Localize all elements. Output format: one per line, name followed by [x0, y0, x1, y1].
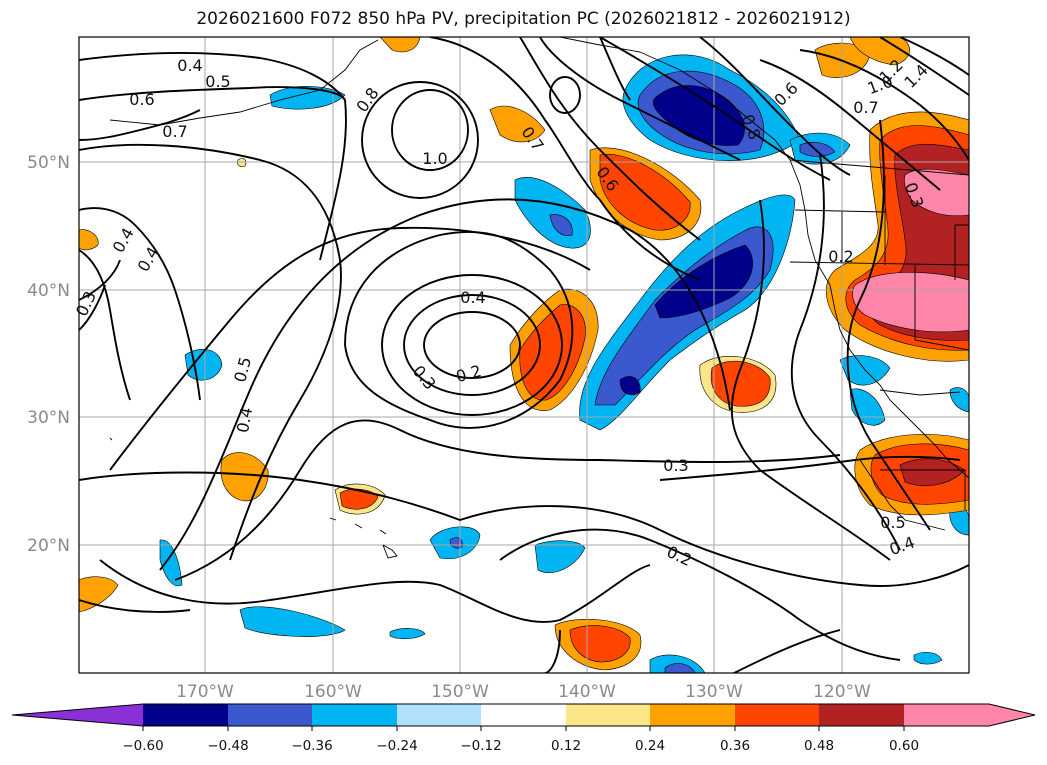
lon-tick-label: 120°W — [813, 682, 871, 702]
lon-tick-label: 150°W — [431, 682, 489, 702]
colorbar-segment — [481, 704, 566, 726]
colorbar-extend-min — [12, 704, 143, 726]
map-panel — [79, 37, 969, 673]
lat-lon-grid — [79, 37, 969, 673]
negative-precip-shading — [159, 54, 969, 673]
colorbar-segment — [819, 704, 904, 726]
colorbar-tick-label: −0.60 — [122, 738, 163, 754]
contour-label: 0.2 — [828, 247, 853, 266]
map-title: 2026021600 F072 850 hPa PV, precipitatio… — [196, 9, 851, 29]
colorbar-tick-label: −0.48 — [207, 738, 248, 754]
colorbar-segment — [566, 704, 650, 726]
contour-label: 0.4 — [177, 56, 202, 75]
colorbar-segment — [397, 704, 481, 726]
pv-contours — [79, 37, 969, 673]
contour-label: 0.5 — [205, 72, 230, 91]
colorbar-segment — [650, 704, 735, 726]
lon-tick-label: 130°W — [685, 682, 743, 702]
colorbar: −0.60 −0.48 −0.36 −0.24 −0.12 0.12 0.24 … — [11, 703, 1036, 754]
colorbar-extend-max — [904, 704, 1035, 726]
colorbar-segment — [735, 704, 819, 726]
lon-tick-label: 170°W — [176, 682, 234, 702]
contour-label: 0.7 — [162, 122, 187, 141]
contour-label: 1.0 — [422, 149, 447, 168]
lon-tick-label: 160°W — [304, 682, 362, 702]
colorbar-tick-label: −0.24 — [376, 738, 417, 754]
contour-label: 0.3 — [663, 456, 688, 475]
lat-tick-label: 40°N — [27, 281, 70, 301]
colorbar-tick-label: 0.60 — [889, 738, 919, 754]
colorbar-tick-label: 0.12 — [551, 738, 581, 754]
lat-tick-label: 50°N — [27, 153, 70, 173]
colorbar-tick-label: 0.48 — [804, 738, 834, 754]
colorbar-segment — [143, 704, 228, 726]
positive-precip-shading — [79, 37, 969, 671]
contour-label: 0.4 — [460, 288, 485, 307]
contour-label: 0.4 — [233, 406, 256, 434]
lon-tick-label: 140°W — [558, 682, 616, 702]
latitude-tick-labels: 50°N 40°N 30°N 20°N — [27, 153, 70, 556]
lat-tick-label: 20°N — [27, 536, 70, 556]
contour-label: 0.7 — [853, 98, 878, 117]
colorbar-segment — [312, 704, 397, 726]
colorbar-tick-label: −0.36 — [291, 738, 332, 754]
colorbar-tick-label: −0.12 — [460, 738, 501, 754]
map-frame — [78, 36, 970, 674]
colorbar-segment — [228, 704, 312, 726]
contour-label: 0.6 — [129, 90, 154, 109]
longitude-tick-labels: 170°W 160°W 150°W 140°W 130°W 120°W — [176, 682, 871, 702]
colorbar-tick-label: 0.36 — [720, 738, 750, 754]
contour-label: 0.5 — [880, 513, 905, 532]
lat-tick-label: 30°N — [27, 408, 70, 428]
colorbar-tick-label: 0.24 — [635, 738, 665, 754]
